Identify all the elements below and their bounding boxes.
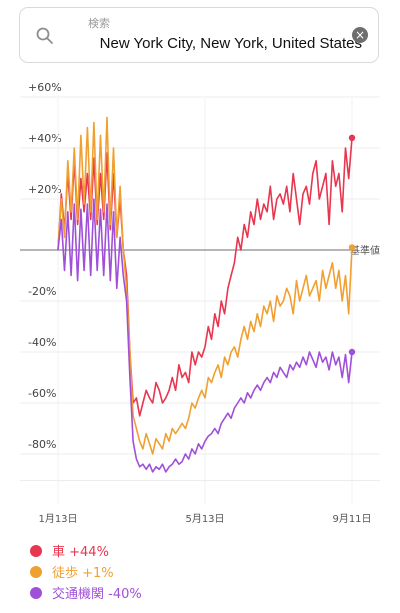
baseline-label: 基準値 bbox=[350, 244, 380, 257]
y-tick-label: +20% bbox=[28, 183, 62, 196]
y-tick-label: +60% bbox=[28, 81, 62, 94]
clear-icon[interactable]: × bbox=[352, 27, 368, 43]
legend-label: 徒歩 +1% bbox=[52, 566, 114, 581]
search-input[interactable]: New York City, New York, United States bbox=[99, 35, 362, 52]
legend: 車 +44% 徒歩 +1% 交通機関 -40% bbox=[30, 540, 142, 603]
legend-dot bbox=[30, 544, 42, 557]
legend-dot bbox=[30, 586, 42, 599]
y-tick-label: -20% bbox=[28, 285, 56, 298]
y-tick-label: -60% bbox=[28, 387, 56, 400]
y-tick-label: -80% bbox=[28, 438, 56, 451]
search-placeholder: 検索 bbox=[88, 17, 110, 30]
series-line-0 bbox=[57, 137, 353, 417]
x-tick-label: 9月11日 bbox=[332, 513, 371, 525]
legend-label: 車 +44% bbox=[52, 545, 109, 560]
legend-label: 交通機関 -40% bbox=[52, 587, 142, 602]
y-tick-label: -40% bbox=[28, 336, 56, 349]
y-tick-label: +40% bbox=[28, 132, 62, 145]
series-end-point-1 bbox=[348, 244, 356, 251]
series-end-point-2 bbox=[348, 348, 356, 356]
legend-item: 交通機関 -40% bbox=[30, 582, 142, 603]
search-bar[interactable]: 検索 New York City, New York, United State… bbox=[19, 7, 379, 63]
legend-dot bbox=[30, 565, 42, 578]
legend-item: 徒歩 +1% bbox=[30, 561, 142, 582]
x-tick-label: 1月13日 bbox=[38, 513, 77, 525]
legend-item: 車 +44% bbox=[30, 540, 142, 561]
series-line-1 bbox=[57, 116, 353, 455]
x-tick-label: 5月13日 bbox=[185, 513, 224, 525]
search-icon bbox=[36, 27, 53, 44]
mobility-chart: +60% +40% +20% -20% -40% -60% -80% 1月13日 5月13日 9月… bbox=[20, 81, 380, 525]
series-line-2 bbox=[57, 198, 353, 473]
series-end-point-0 bbox=[348, 134, 356, 141]
